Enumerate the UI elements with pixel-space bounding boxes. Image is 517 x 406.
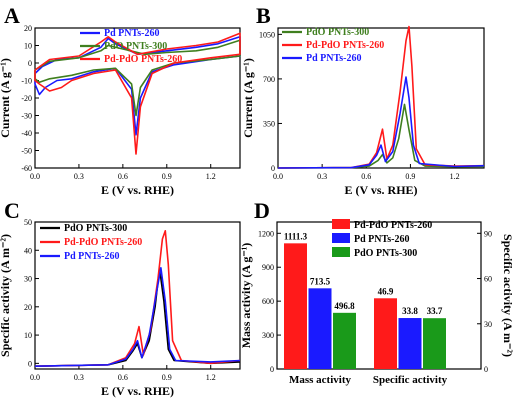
panel-2-ytick-label: 40	[24, 246, 32, 255]
panel-3-bar-value-label: 33.8	[402, 306, 418, 316]
panel-3-y-axis-label: Mass activity (A g⁻¹)	[239, 243, 253, 349]
panel-3-y2tick-label: 0	[484, 365, 488, 374]
panel-3-ytick-label: 0	[270, 365, 274, 374]
panel-3-bar-1-2	[423, 318, 446, 369]
panel-3-bar-value-label: 46.9	[378, 286, 394, 296]
panel-3-bar-0-0	[284, 243, 307, 369]
panel-3-bar-1-0	[374, 298, 397, 369]
panel-1-xtick-label: 0.3	[317, 172, 327, 181]
panel-3-legend-label-1: Pd PNTs-260	[354, 234, 409, 245]
panel-1-xtick-label: 0.0	[273, 172, 283, 181]
panel-2-xtick-label: 1.2	[206, 373, 216, 382]
panel-0-ytick-label: 10	[24, 42, 32, 51]
panel-3-ytick-label: 1200	[258, 229, 274, 238]
panel-2-series-0-line	[34, 267, 241, 367]
panel-2-xtick-label: 0.3	[74, 373, 84, 382]
panel-0-ytick-label: -20	[21, 94, 32, 103]
panel-2-frame	[34, 221, 241, 370]
panel-3-bar-1-1	[398, 318, 422, 369]
panel-3-category-label: Specific activity	[373, 374, 448, 386]
panel-0-y-axis-label: Current (A g⁻¹)	[0, 58, 12, 138]
panel-2-xtick-label: 0.6	[118, 373, 128, 382]
panel-1-ytick-label: 1050	[259, 30, 275, 39]
chart-marks: A 0.0 0.3 0.6 0.9 1.2 -60 -50 -40 -30 -20 -10 0 10 20 E…	[0, 3, 515, 398]
panel-0-ytick-label: 20	[24, 24, 32, 33]
panel-3-bar-0-1	[308, 288, 332, 369]
panel-2-series-2-line	[34, 267, 241, 367]
panel-2-ytick-label: 20	[24, 303, 32, 312]
panel-3-bar-value-label: 713.5	[310, 276, 331, 286]
panel-3-legend-swatch-2	[332, 247, 350, 257]
panel-2-ytick-label: 0	[28, 359, 32, 368]
panel-3-legend-label-0: Pd-PdO PNTs-260	[354, 220, 432, 231]
panel-0-x-axis-label: E (V vs. RHE)	[101, 183, 174, 197]
panel-2-y-axis-label: Specific activity (A m⁻²)	[0, 234, 12, 357]
panel-1-ytick-label: 0	[271, 164, 275, 173]
panel-0-series-2-line	[34, 32, 241, 155]
panel-0-series-1-line	[34, 39, 241, 117]
panel-0-legend-label-0: Pd PNTs-260	[104, 28, 159, 39]
panel-0-legend-label-2: Pd-PdO PNTs-260	[104, 54, 182, 65]
panel-2-legend-label-1: Pd-PdO PNTs-260	[64, 237, 142, 248]
panel-3-bar-value-label: 1111.3	[284, 231, 308, 241]
panel-0-xtick-label: 0.6	[118, 172, 128, 181]
panel-3-legend-swatch-1	[332, 233, 350, 243]
panel-0-xtick-label: 0.0	[30, 172, 40, 181]
panel-1-xtick-label: 1.2	[450, 172, 460, 181]
panel-2-xtick-label: 0.0	[30, 373, 40, 382]
panel-3-bar-value-label: 496.8	[334, 301, 355, 311]
panel-0-ytick-label: -30	[21, 112, 32, 121]
panel-2-xtick-label: 0.9	[162, 373, 172, 382]
panel-3-letter: D	[254, 198, 270, 223]
panel-1-letter: B	[256, 3, 271, 28]
panel-2-ytick-label: 50	[24, 218, 32, 227]
panel-0-xtick-label: 1.2	[206, 172, 216, 181]
panel-0-legend-label-1: PdO PNTs-300	[104, 41, 167, 52]
panel-0-xtick-label: 0.9	[162, 172, 172, 181]
panel-1-ytick-label: 700	[263, 75, 275, 84]
panel-1-frame	[277, 27, 485, 169]
panel-2-ytick-label: 10	[24, 331, 32, 340]
panel-1-ytick-label: 350	[263, 119, 275, 128]
panel-0-letter: A	[4, 3, 20, 28]
panel-2-x-axis-label: E (V vs. RHE)	[101, 384, 174, 398]
panel-3-y2tick-label: 60	[484, 275, 492, 284]
panel-1-legend-label-1: Pd-PdO PNTs-260	[306, 40, 384, 51]
panel-3-category-label: Mass activity	[289, 374, 352, 386]
panel-1-legend-label-2: Pd PNTs-260	[306, 53, 361, 64]
panel-3-y2tick-label: 30	[484, 320, 492, 329]
panel-2-legend-label-2: Pd PNTs-260	[64, 251, 119, 262]
panel-2-legend-label-0: PdO PNTs-300	[64, 223, 127, 234]
panel-0-ytick-label: -40	[21, 129, 32, 138]
panel-1-xtick-label: 0.9	[405, 172, 415, 181]
panel-3-y2tick-label: 90	[484, 229, 492, 238]
panel-3-ytick-label: 600	[262, 297, 274, 306]
panel-1-y-axis-label: Current (A g⁻¹)	[241, 58, 255, 138]
panel-1-series-0-line	[277, 103, 485, 169]
panel-3-legend-label-2: PdO PNTs-300	[354, 248, 417, 259]
panel-3-ytick-label: 900	[262, 263, 274, 272]
panel-3-bar-value-label: 33.7	[427, 306, 443, 316]
panel-3-y2-axis-label: Specific activity (A m⁻²)	[501, 234, 515, 357]
panel-0-ytick-label: -10	[21, 77, 32, 86]
panel-1-x-axis-label: E (V vs. RHE)	[344, 183, 417, 197]
panel-1-series-2-line	[277, 76, 485, 169]
panel-0-ytick-label: -60	[21, 164, 32, 173]
panel-0-ytick-label: -50	[21, 147, 32, 156]
panel-2-ytick-label: 30	[24, 275, 32, 284]
panel-1-xtick-label: 0.6	[361, 172, 371, 181]
panel-0-xtick-label: 0.3	[74, 172, 84, 181]
panel-3-legend-swatch-0	[332, 219, 350, 229]
panel-2-letter: C	[4, 198, 20, 223]
panel-3-ytick-label: 300	[262, 331, 274, 340]
panel-3-bar-0-2	[333, 312, 356, 369]
panel-0-ytick-label: 0	[28, 59, 32, 68]
panel-2-series-1-line	[34, 230, 241, 367]
panel-1-legend-label-0: PdO PNTs-300	[306, 27, 369, 38]
